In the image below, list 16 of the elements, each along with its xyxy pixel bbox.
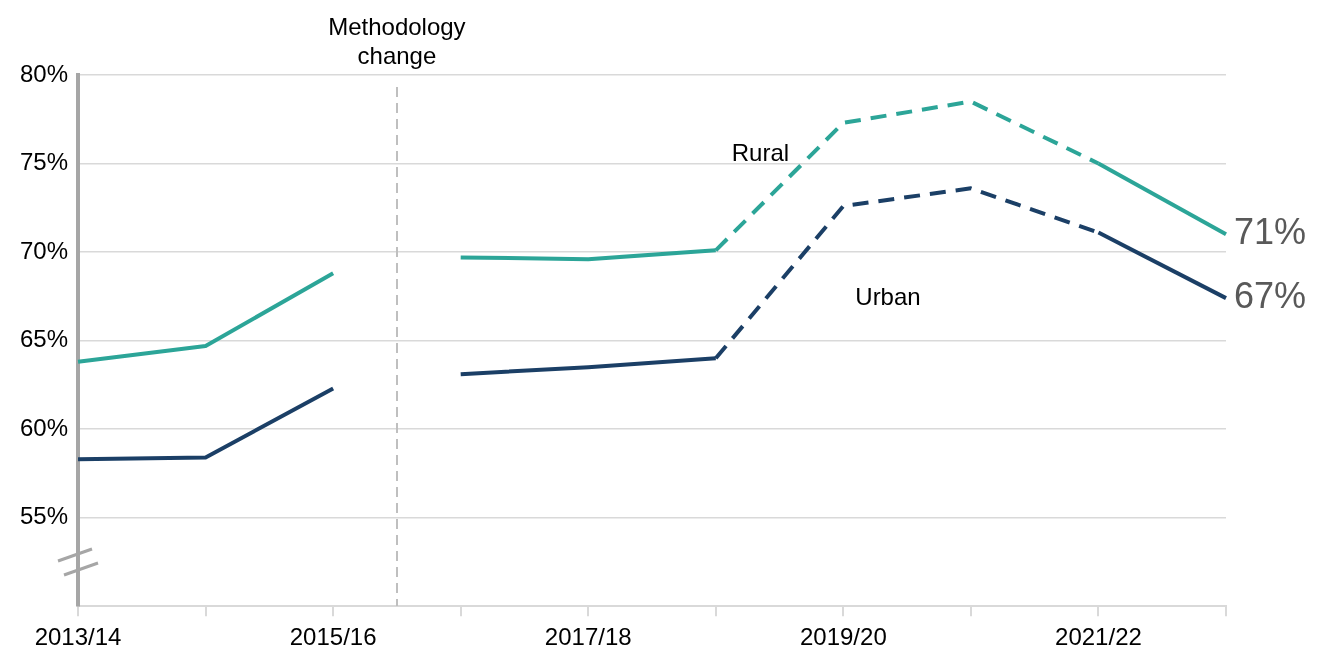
x-tick-label: 2017/18 <box>544 623 632 651</box>
x-tick-label: 2019/20 <box>799 623 887 651</box>
text: Methodology change <box>328 12 466 69</box>
y-tick-label: 60% <box>19 413 69 441</box>
y-tick-label: 70% <box>19 236 69 264</box>
y-tick-label: 55% <box>19 502 69 530</box>
y-tick-label: 80% <box>19 59 69 87</box>
x-tick-label: 2021/22 <box>1055 623 1142 651</box>
data-label: 71% <box>1234 211 1307 253</box>
data-label: 67% <box>1234 275 1307 317</box>
annotation: Rural <box>731 139 790 167</box>
annotation: Urban <box>855 282 921 310</box>
y-tick-label: 65% <box>19 325 69 353</box>
x-tick-label: 2015/16 <box>289 623 377 651</box>
x-tick-label: 2013/14 <box>34 623 122 651</box>
y-tick-label: 75% <box>19 148 69 176</box>
